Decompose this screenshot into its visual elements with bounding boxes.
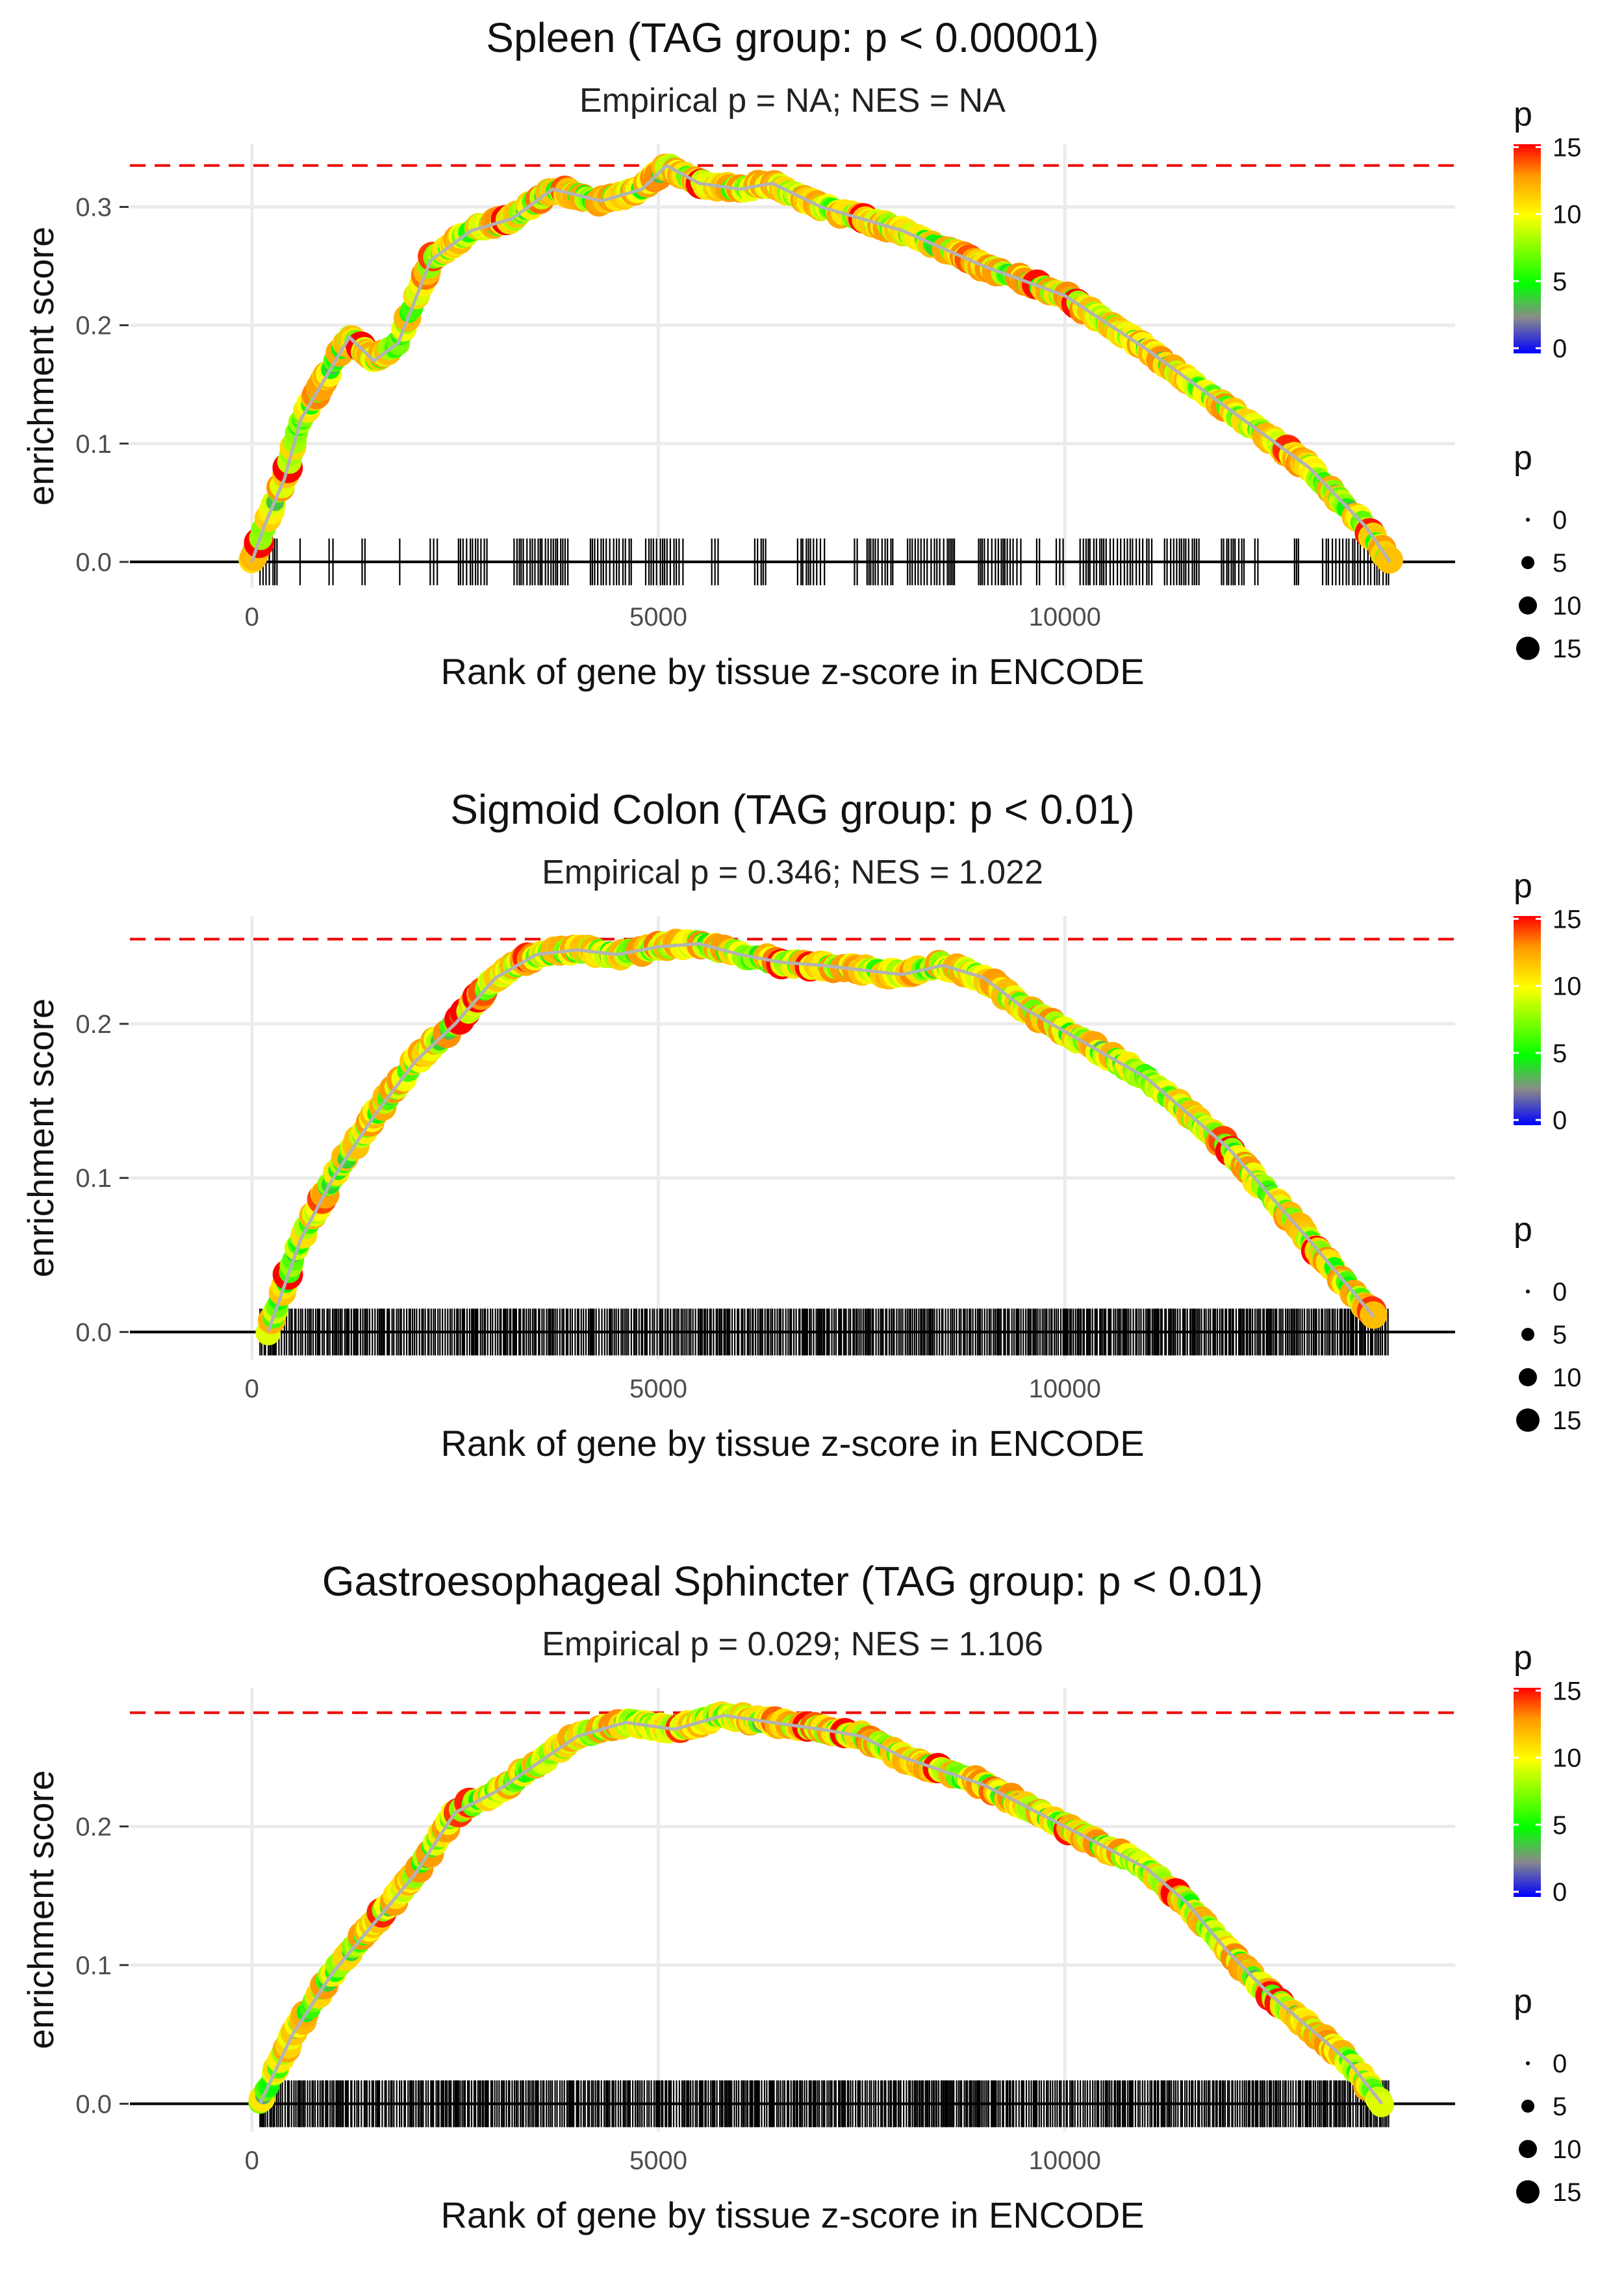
enrichment-curve — [250, 163, 1391, 563]
color-legend-bar — [1514, 144, 1541, 353]
color-legend-label: 15 — [1553, 1677, 1582, 1705]
size-legend-label: 15 — [1553, 2178, 1582, 2207]
color-legend-title: p — [1514, 95, 1532, 133]
color-legend-title: p — [1514, 1639, 1532, 1677]
chart-subtitle: Empirical p = 0.029; NES = 1.106 — [542, 1625, 1043, 1663]
size-legend-title: p — [1514, 439, 1532, 477]
x-tick-label: 0 — [245, 1375, 259, 1403]
size-legend-label: 0 — [1553, 506, 1567, 535]
y-tick-label: 0.0 — [75, 548, 112, 577]
color-legend-label: 0 — [1553, 1878, 1567, 1907]
y-tick-label: 0.0 — [75, 2090, 112, 2118]
enrichment-curve — [266, 942, 1375, 1333]
x-tick-label: 5000 — [629, 603, 687, 631]
size-legend-label: 0 — [1553, 2050, 1567, 2078]
size-legend-dot — [1519, 1368, 1537, 1386]
size-legend-dot — [1526, 518, 1530, 522]
size-legend-dot — [1516, 1408, 1540, 1432]
y-axis-label: enrichment score — [20, 999, 61, 1278]
size-legend-label: 10 — [1553, 2135, 1582, 2164]
y-tick-label: 0.2 — [75, 312, 112, 340]
size-legend-dot — [1519, 2140, 1537, 2158]
x-tick-label: 0 — [245, 2146, 259, 2175]
size-legend-title: p — [1514, 1983, 1532, 2020]
chart-panel-1: Spleen (TAG group: p < 0.00001) Empirical… — [20, 14, 1582, 692]
y-tick-label: 0.3 — [75, 194, 112, 222]
chart-title: Gastroesophageal Sphincter (TAG group: p… — [322, 1558, 1263, 1605]
x-tick-label: 0 — [245, 603, 259, 631]
y-tick-label: 0.1 — [75, 1164, 112, 1193]
enrichment-point — [1369, 2092, 1394, 2118]
color-legend-label: 10 — [1553, 1744, 1582, 1773]
x-tick-label: 10000 — [1029, 2146, 1101, 2175]
y-tick-label: 0.2 — [75, 1010, 112, 1039]
size-legend-label: 10 — [1553, 1364, 1582, 1392]
color-legend-label: 10 — [1553, 201, 1582, 229]
enrichment-points — [248, 1701, 1394, 2118]
y-axis-label: enrichment score — [20, 227, 61, 506]
color-legend-label: 5 — [1553, 268, 1567, 296]
x-tick-label: 10000 — [1029, 603, 1101, 631]
y-tick-label: 0.1 — [75, 430, 112, 459]
y-axis-label: enrichment score — [20, 1770, 61, 2050]
chart-subtitle: Empirical p = NA; NES = NA — [579, 82, 1006, 120]
size-legend-label: 10 — [1553, 592, 1582, 620]
size-legend-dot — [1526, 2061, 1530, 2065]
color-legend-label: 5 — [1553, 1811, 1567, 1840]
chart-panel-3: Gastroesophageal Sphincter (TAG group: p… — [20, 1558, 1582, 2235]
y-tick-label: 0.0 — [75, 1318, 112, 1347]
x-axis-label: Rank of gene by tissue z-score in ENCODE — [440, 651, 1144, 692]
chart-title: Spleen (TAG group: p < 0.00001) — [486, 14, 1098, 61]
size-legend-dot — [1521, 1328, 1534, 1341]
chart-panel-2: Sigmoid Colon (TAG group: p < 0.01) Empir… — [20, 786, 1582, 1464]
color-legend-label: 5 — [1553, 1039, 1567, 1068]
size-legend-label: 5 — [1553, 2093, 1567, 2121]
color-legend-label: 0 — [1553, 335, 1567, 363]
enrichment-points — [238, 153, 1403, 574]
y-tick-label: 0.2 — [75, 1813, 112, 1841]
size-legend-label: 15 — [1553, 1406, 1582, 1435]
y-tick-label: 0.1 — [75, 1952, 112, 1980]
size-legend-dot — [1526, 1290, 1530, 1293]
size-legend-label: 5 — [1553, 549, 1567, 578]
size-legend-dot — [1516, 637, 1540, 660]
size-legend-label: 5 — [1553, 1321, 1567, 1349]
x-tick-label: 5000 — [629, 1375, 687, 1403]
color-legend-title: p — [1514, 867, 1532, 905]
x-tick-label: 10000 — [1029, 1375, 1101, 1403]
size-legend-label: 15 — [1553, 635, 1582, 663]
color-legend-label: 15 — [1553, 905, 1582, 934]
size-legend-dot — [1521, 2100, 1534, 2113]
color-legend-label: 0 — [1553, 1106, 1567, 1135]
x-axis-label: Rank of gene by tissue z-score in ENCODE — [440, 1423, 1144, 1464]
enrichment-curve — [258, 1714, 1384, 2105]
x-axis-label: Rank of gene by tissue z-score in ENCODE — [440, 2194, 1144, 2235]
chart-subtitle: Empirical p = 0.346; NES = 1.022 — [542, 854, 1043, 891]
chart-title: Sigmoid Colon (TAG group: p < 0.01) — [450, 786, 1135, 833]
size-legend-dot — [1519, 596, 1537, 615]
size-legend-title: p — [1514, 1211, 1532, 1249]
size-legend-dot — [1516, 2180, 1540, 2204]
color-legend-bar — [1514, 1688, 1541, 1897]
color-legend-bar — [1514, 916, 1541, 1125]
color-legend-label: 15 — [1553, 133, 1582, 162]
x-tick-label: 5000 — [629, 2146, 687, 2175]
color-legend-label: 10 — [1553, 973, 1582, 1001]
size-legend-dot — [1521, 556, 1534, 569]
size-legend-label: 0 — [1553, 1278, 1567, 1306]
